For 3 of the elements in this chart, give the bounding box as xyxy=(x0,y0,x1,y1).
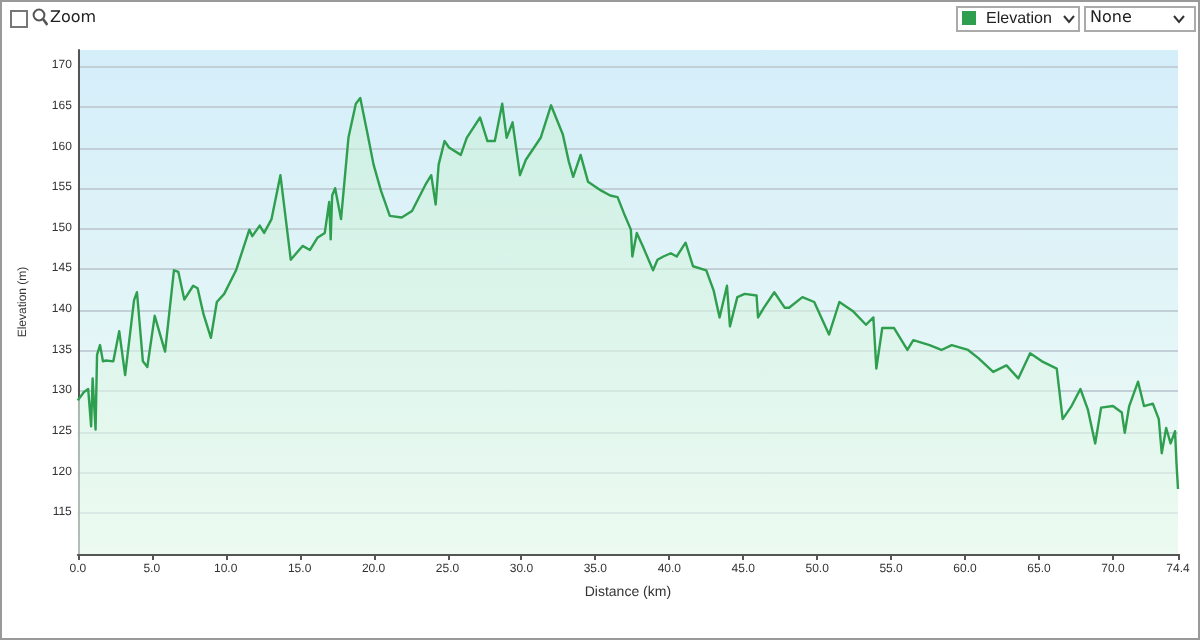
text: None xyxy=(1090,8,1132,26)
legend-label: Elevation xyxy=(986,9,1052,27)
text: Zoom xyxy=(50,8,97,26)
